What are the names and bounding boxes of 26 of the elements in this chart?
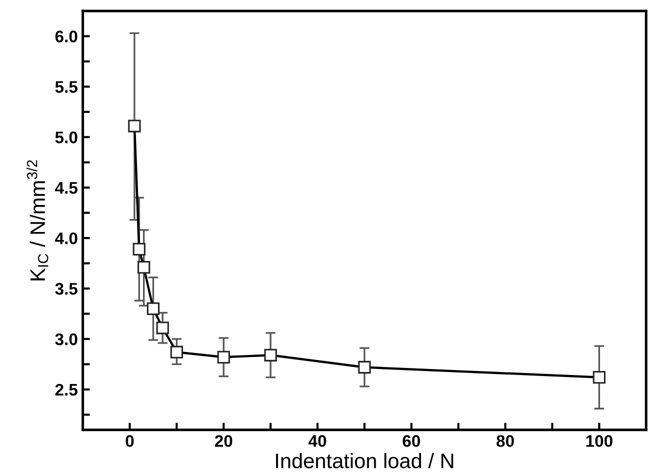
x-tick-label: 20 — [214, 435, 232, 447]
point — [128, 120, 141, 132]
point — [170, 346, 184, 358]
point — [138, 261, 150, 274]
x-tick-label: 100 — [586, 435, 612, 447]
x-axis-title: Indentation load / N — [276, 453, 454, 468]
x-tick-label: 0 — [126, 435, 134, 447]
y-tick-label: 4.5 — [55, 182, 78, 194]
y-tick-label: 4.0 — [55, 232, 78, 244]
x-tick-label: 80 — [496, 435, 514, 447]
point — [132, 242, 146, 256]
point — [146, 302, 160, 316]
y-tick-label: 5.5 — [55, 81, 78, 93]
point — [358, 360, 371, 374]
point — [156, 322, 169, 334]
y-axis-title: K$_{IC}$ / N/mm$^{3/2}$ — [26, 160, 48, 280]
y-tick-label: 3.5 — [55, 282, 78, 295]
x-tick-label: 60 — [402, 435, 420, 447]
point — [264, 348, 277, 362]
y-tick-label: 3.0 — [55, 333, 78, 346]
y-tick-label: 6.0 — [55, 30, 78, 42]
y-tick-label: 5.0 — [55, 132, 78, 144]
x-tick-label: 40 — [308, 435, 326, 447]
y-tick-label: 2.5 — [55, 384, 78, 396]
point — [592, 371, 606, 384]
point — [217, 350, 230, 364]
